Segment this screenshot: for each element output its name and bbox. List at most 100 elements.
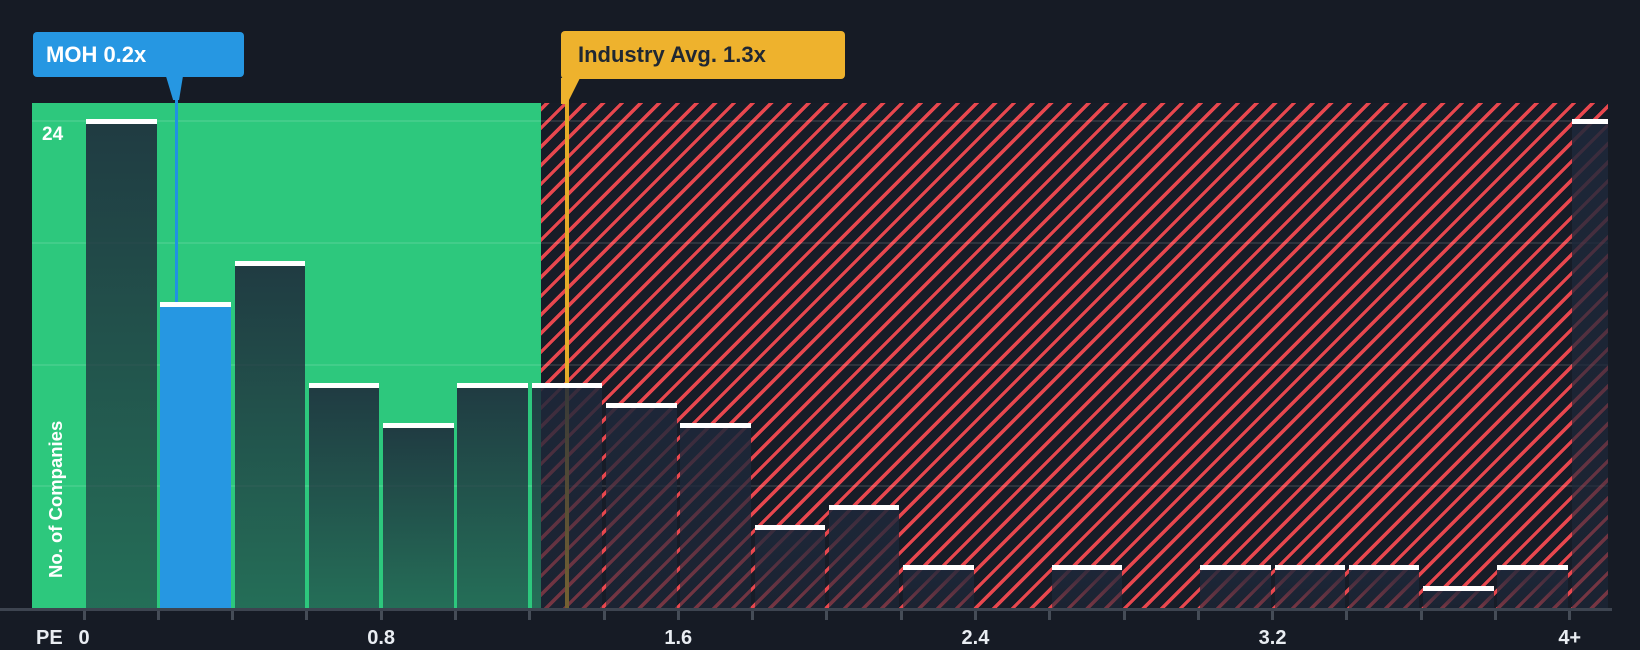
bar-top-cap	[383, 423, 454, 429]
moh-highlight-bar[interactable]	[160, 301, 231, 608]
bar-top-cap	[1348, 565, 1420, 571]
bar-fill	[1274, 570, 1346, 608]
histogram-bar[interactable]	[903, 565, 974, 608]
bar-top-cap	[1051, 565, 1123, 571]
bar-top-cap	[457, 382, 528, 388]
bar-fill	[680, 428, 751, 608]
x-axis-tick	[1048, 611, 1052, 620]
bar-top-cap	[1423, 585, 1494, 591]
bar-top-cap	[680, 423, 751, 429]
bar-top-cap	[1200, 565, 1271, 571]
bar-top-cap	[1274, 565, 1346, 571]
bar-top-cap	[531, 382, 603, 388]
x-axis-tick	[751, 611, 755, 620]
histogram-bar[interactable]	[1571, 119, 1608, 608]
x-tick-label: 2.4	[961, 627, 990, 649]
y-axis-title: No. of Companies	[45, 420, 66, 578]
x-axis-tick	[1122, 611, 1126, 620]
bar-fill	[308, 387, 380, 608]
x-axis-tick	[1568, 611, 1572, 620]
histogram-bar[interactable]	[754, 524, 826, 608]
x-tick-label: 1.6	[664, 627, 693, 649]
y-gridline	[32, 120, 1608, 123]
histogram-bar[interactable]	[86, 119, 157, 608]
bar-fill	[1200, 570, 1271, 608]
bar-top-cap	[828, 504, 900, 510]
bar-fill	[531, 387, 603, 608]
x-axis-tick	[379, 611, 383, 620]
company-callout[interactable]: MOH 0.2x	[33, 32, 244, 77]
bar-fill	[1423, 590, 1494, 608]
company-callout-label: MOH 0.2x	[46, 42, 147, 67]
bar-top-cap	[234, 261, 306, 267]
histogram-bar[interactable]	[1200, 565, 1271, 608]
industry-average-line	[564, 93, 569, 608]
bar-fill	[828, 509, 900, 608]
x-tick-label: 4+	[1558, 627, 1582, 649]
bar-fill	[903, 570, 974, 608]
x-tick-label: 0.8	[367, 627, 396, 649]
histogram-bar[interactable]	[457, 382, 528, 608]
y-gridline	[32, 363, 1608, 366]
x-axis-tick	[305, 611, 309, 620]
bar-fill	[606, 408, 677, 608]
bar-top-cap	[86, 119, 157, 125]
histogram-bar[interactable]	[1274, 565, 1346, 608]
histogram-bar[interactable]	[1423, 585, 1494, 608]
histogram-bar[interactable]	[828, 504, 900, 608]
bar-fill	[234, 266, 306, 608]
histogram-bar[interactable]	[308, 382, 380, 608]
bar-fill	[86, 124, 157, 608]
bar-fill	[457, 387, 528, 608]
histogram-bar[interactable]	[1348, 565, 1420, 608]
company-callout-pointer	[165, 76, 183, 100]
bar-top-cap	[606, 403, 677, 409]
x-axis-tick	[156, 611, 160, 620]
x-axis-tick	[528, 611, 532, 620]
x-axis-title: PE	[36, 627, 63, 649]
bar-fill	[1571, 124, 1608, 608]
industry-average-callout[interactable]: Industry Avg. 1.3x	[561, 31, 845, 79]
bar-fill	[1497, 570, 1568, 608]
histogram-bar[interactable]	[531, 382, 603, 608]
histogram-bar[interactable]	[1497, 565, 1568, 608]
x-axis-tick	[676, 611, 680, 620]
x-axis-tick	[602, 611, 606, 620]
bar-top-cap	[754, 524, 826, 530]
x-axis-tick	[453, 611, 457, 620]
histogram-bar[interactable]	[234, 261, 306, 608]
histogram-bar[interactable]	[606, 403, 677, 608]
histogram-bar[interactable]	[680, 423, 751, 608]
x-axis-tick	[231, 611, 235, 620]
company-indicator-line	[175, 97, 179, 302]
industry-average-callout-pointer	[561, 78, 580, 104]
y-gridline	[32, 241, 1608, 244]
x-axis-line	[0, 608, 1612, 611]
x-tick-label: 3.2	[1258, 627, 1287, 649]
bar-top-cap	[1497, 565, 1568, 571]
x-axis-tick	[82, 611, 86, 620]
x-axis-tick	[1493, 611, 1497, 620]
y-gridline	[32, 485, 1608, 488]
histogram-bar[interactable]	[1051, 565, 1123, 608]
x-axis-tick	[1271, 611, 1275, 620]
bar-fill	[160, 306, 231, 608]
x-tick-label: 0	[78, 627, 90, 649]
y-axis-top-value: 24	[42, 124, 64, 145]
x-axis-tick	[1419, 611, 1423, 620]
x-axis-tick	[825, 611, 829, 620]
histogram-bar[interactable]	[383, 423, 454, 608]
bar-top-cap	[1571, 119, 1608, 125]
bar-top-cap	[160, 301, 231, 307]
bar-top-cap	[903, 565, 974, 571]
above-average-zone	[540, 103, 1608, 608]
bar-fill	[754, 529, 826, 608]
x-axis-tick	[1196, 611, 1200, 620]
bar-top-cap	[308, 382, 380, 388]
industry-average-callout-label: Industry Avg. 1.3x	[578, 42, 766, 67]
x-axis-tick	[1345, 611, 1349, 620]
x-axis-tick	[899, 611, 903, 620]
bar-fill	[1348, 570, 1420, 608]
bar-fill	[1051, 570, 1123, 608]
